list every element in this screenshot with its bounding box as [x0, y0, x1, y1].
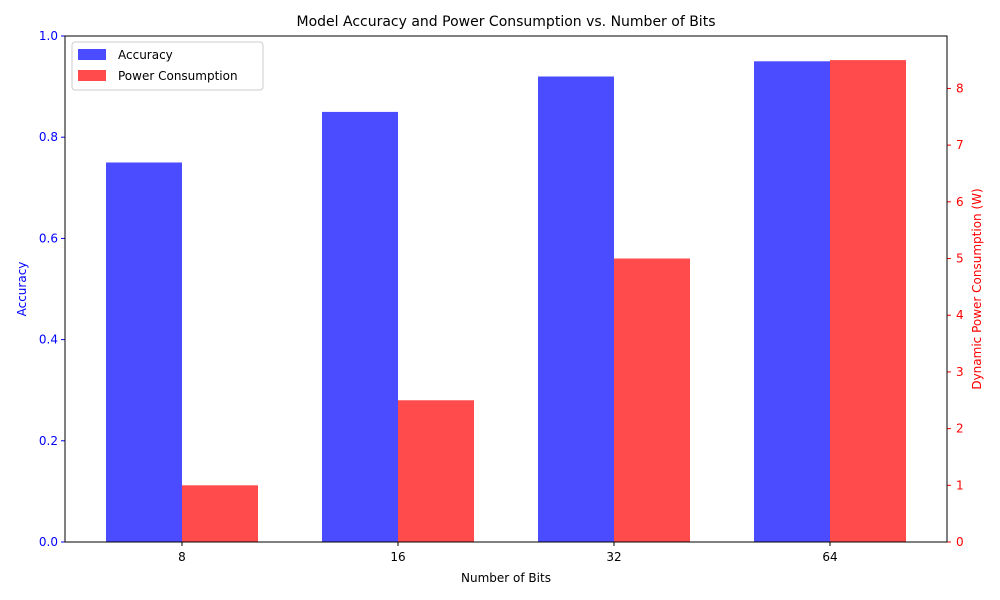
y-left-tick-label-0.2: 0.2	[39, 434, 58, 448]
plot-frame	[64, 35, 948, 543]
y-right-tick-label-8: 8	[956, 81, 964, 95]
y-right-tick-label-4: 4	[956, 308, 964, 322]
bar-accuracy-8	[106, 162, 182, 542]
y-left-tick-label-0.8: 0.8	[39, 130, 58, 144]
legend: Accuracy Power Consumption	[71, 41, 264, 91]
x-axis: 8 16 32 64	[178, 542, 838, 564]
bar-accuracy-16	[322, 111, 398, 543]
x-tick-label-8: 8	[178, 550, 186, 564]
y-right-tick-label-3: 3	[956, 365, 964, 379]
y-left-tick-label-0.6: 0.6	[39, 231, 58, 245]
x-tick-label-64: 64	[822, 550, 837, 564]
y-axis-left: 0.0 0.2 0.4 0.6 0.8 1.0	[39, 29, 65, 549]
y-right-tick-label-6: 6	[956, 195, 964, 209]
bar-power-8	[182, 485, 258, 542]
legend-box	[71, 41, 264, 91]
x-axis-label: Number of Bits	[461, 571, 551, 585]
y-right-tick-label-5: 5	[956, 252, 964, 266]
y-axis-right: 0 1 2 3 4 5 6 7 8	[947, 81, 964, 549]
x-tick-label-32: 32	[606, 550, 621, 564]
y-left-tick-label-0.0: 0.0	[39, 535, 58, 549]
bars-group	[106, 60, 906, 543]
bar-power-16	[398, 400, 474, 542]
bar-accuracy-64	[754, 61, 830, 543]
y-left-tick-label-0.4: 0.4	[39, 333, 58, 347]
y-right-tick-label-0: 0	[956, 535, 964, 549]
y-right-tick-label-2: 2	[956, 422, 964, 436]
legend-swatch-power	[78, 70, 106, 81]
bar-accuracy-32	[538, 76, 614, 542]
legend-swatch-accuracy	[78, 49, 106, 60]
y-axis-left-label: Accuracy	[15, 262, 29, 317]
bar-power-64	[830, 60, 906, 542]
y-axis-right-label: Dynamic Power Consumption (W)	[970, 188, 984, 389]
x-tick-label-16: 16	[390, 550, 405, 564]
y-left-tick-label-1.0: 1.0	[39, 29, 58, 43]
bar-power-32	[614, 258, 690, 542]
legend-label-power: Power Consumption	[118, 69, 238, 83]
y-right-tick-label-1: 1	[956, 478, 964, 492]
legend-label-accuracy: Accuracy	[118, 48, 173, 62]
chart-title: Model Accuracy and Power Consumption vs.…	[297, 14, 716, 30]
y-right-tick-label-7: 7	[956, 138, 964, 152]
